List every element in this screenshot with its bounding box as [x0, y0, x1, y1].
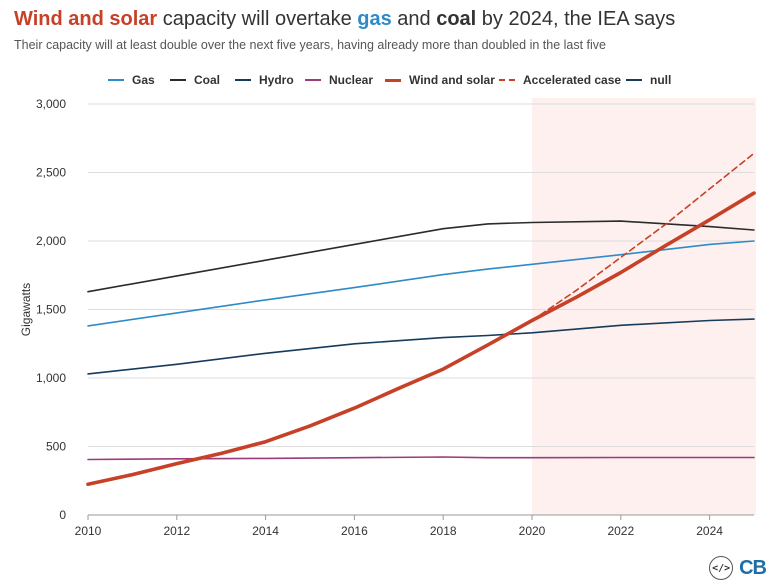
- legend-swatch: [108, 79, 124, 81]
- y-tick-label: 2,000: [36, 234, 66, 248]
- legend-label: null: [650, 73, 672, 87]
- series-line-hydro: [87, 318, 755, 375]
- title-part: by 2024, the IEA says: [476, 8, 676, 30]
- chart-title: Wind and solar capacity will overtake ga…: [14, 6, 675, 32]
- legend-swatch: [499, 79, 515, 81]
- legend-label: Coal: [194, 73, 221, 87]
- title-part: gas: [357, 8, 392, 30]
- y-tick-label: 3,000: [36, 97, 66, 111]
- chart-subtitle: Their capacity will at least double over…: [14, 38, 606, 52]
- carbon-brief-logo: CB: [739, 556, 767, 579]
- y-axis-label: Gigawatts: [19, 283, 33, 336]
- legend-item[interactable]: Accelerated case: [499, 70, 621, 90]
- forecast-region: [532, 98, 756, 515]
- chart-legend: Gas Coal Hydro Nuclear Wind and solar Acceler…: [0, 70, 780, 90]
- legend-label: Nuclear: [329, 73, 374, 87]
- series-line-nuclear: [87, 456, 755, 461]
- legend-label: Gas: [132, 73, 155, 87]
- x-tick-label: 2014: [252, 524, 279, 538]
- series-line-gas: [87, 240, 755, 327]
- legend-item[interactable]: Wind and solar: [385, 70, 495, 90]
- legend-item[interactable]: Hydro: [235, 70, 294, 90]
- legend-label: Hydro: [259, 73, 294, 87]
- legend-item[interactable]: Coal: [170, 70, 220, 90]
- legend-swatch: [305, 79, 321, 81]
- y-tick-label: 0: [59, 508, 66, 522]
- x-tick-label: 2010: [75, 524, 102, 538]
- legend-label: Wind and solar: [409, 73, 495, 87]
- x-tick-label: 2024: [696, 524, 723, 538]
- legend-item[interactable]: null: [626, 70, 671, 90]
- x-tick-label: 2022: [607, 524, 634, 538]
- y-tick-label: 1,500: [36, 303, 66, 317]
- x-tick-label: 2012: [163, 524, 190, 538]
- chart-footer: </> CB: [709, 556, 767, 580]
- y-tick-label: 1,000: [36, 371, 66, 385]
- x-tick-label: 2020: [519, 524, 546, 538]
- legend-item[interactable]: Nuclear: [305, 70, 373, 90]
- title-part: and: [391, 8, 437, 30]
- title-part: Wind and solar: [14, 8, 158, 30]
- y-tick-label: 500: [46, 440, 66, 454]
- legend-swatch: [626, 79, 642, 81]
- legend-label: Accelerated case: [523, 73, 622, 87]
- legend-swatch: [235, 79, 251, 81]
- series-line-wind-and-solar: [86, 191, 756, 487]
- legend-item[interactable]: Gas: [108, 70, 155, 90]
- legend-swatch: [385, 78, 401, 82]
- x-tick-label: 2018: [430, 524, 457, 538]
- title-part: capacity will overtake: [157, 8, 358, 30]
- title-part: coal: [436, 8, 477, 30]
- y-tick-label: 2,500: [36, 166, 66, 180]
- series-line-accelerated-case: [531, 152, 755, 322]
- code-icon[interactable]: </>: [709, 556, 734, 580]
- x-tick-label: 2016: [341, 524, 368, 538]
- legend-swatch: [170, 79, 186, 81]
